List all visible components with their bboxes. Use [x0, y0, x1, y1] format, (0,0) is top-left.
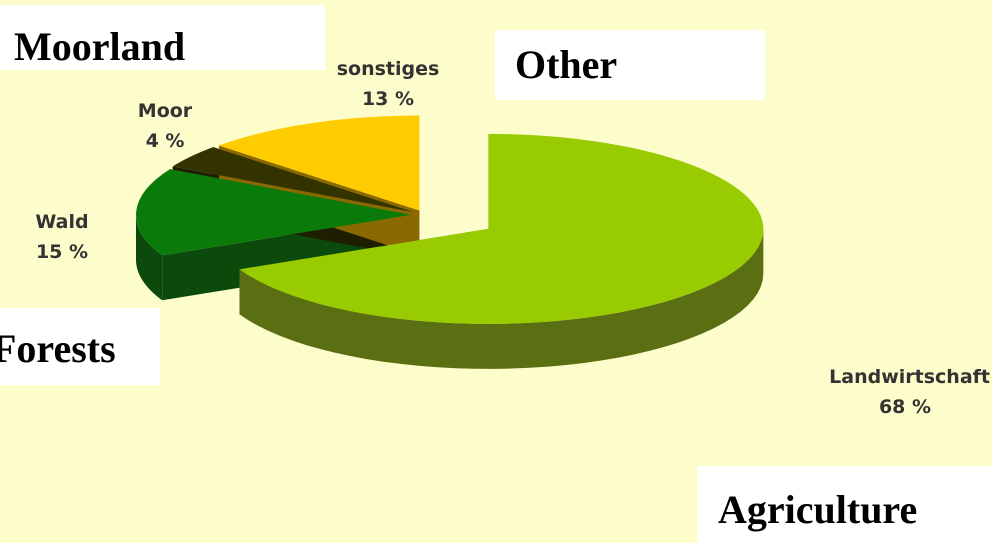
annotation-box [697, 466, 992, 543]
category-label: Moor [138, 100, 193, 122]
value-label: 13 % [362, 88, 414, 110]
value-label: 4 % [146, 130, 185, 152]
value-label: 15 % [36, 241, 88, 263]
annotation-box [0, 5, 325, 70]
slice [218, 115, 420, 211]
slice-side [136, 214, 163, 301]
value-label: 68 % [879, 396, 931, 418]
category-label: Wald [35, 211, 88, 233]
slice-side [239, 228, 764, 369]
annotation: Moorland [14, 24, 185, 69]
annotation: Forests [0, 326, 116, 371]
category-label: Landwirtschaft [829, 366, 990, 388]
annotation-box [0, 308, 160, 385]
slice [136, 169, 412, 256]
annotation: Other [515, 42, 617, 87]
annotation-box [495, 30, 765, 100]
slice [172, 147, 414, 213]
slice [239, 133, 764, 324]
annotation: Agriculture [718, 487, 917, 532]
category-label: sonstiges [337, 58, 440, 80]
